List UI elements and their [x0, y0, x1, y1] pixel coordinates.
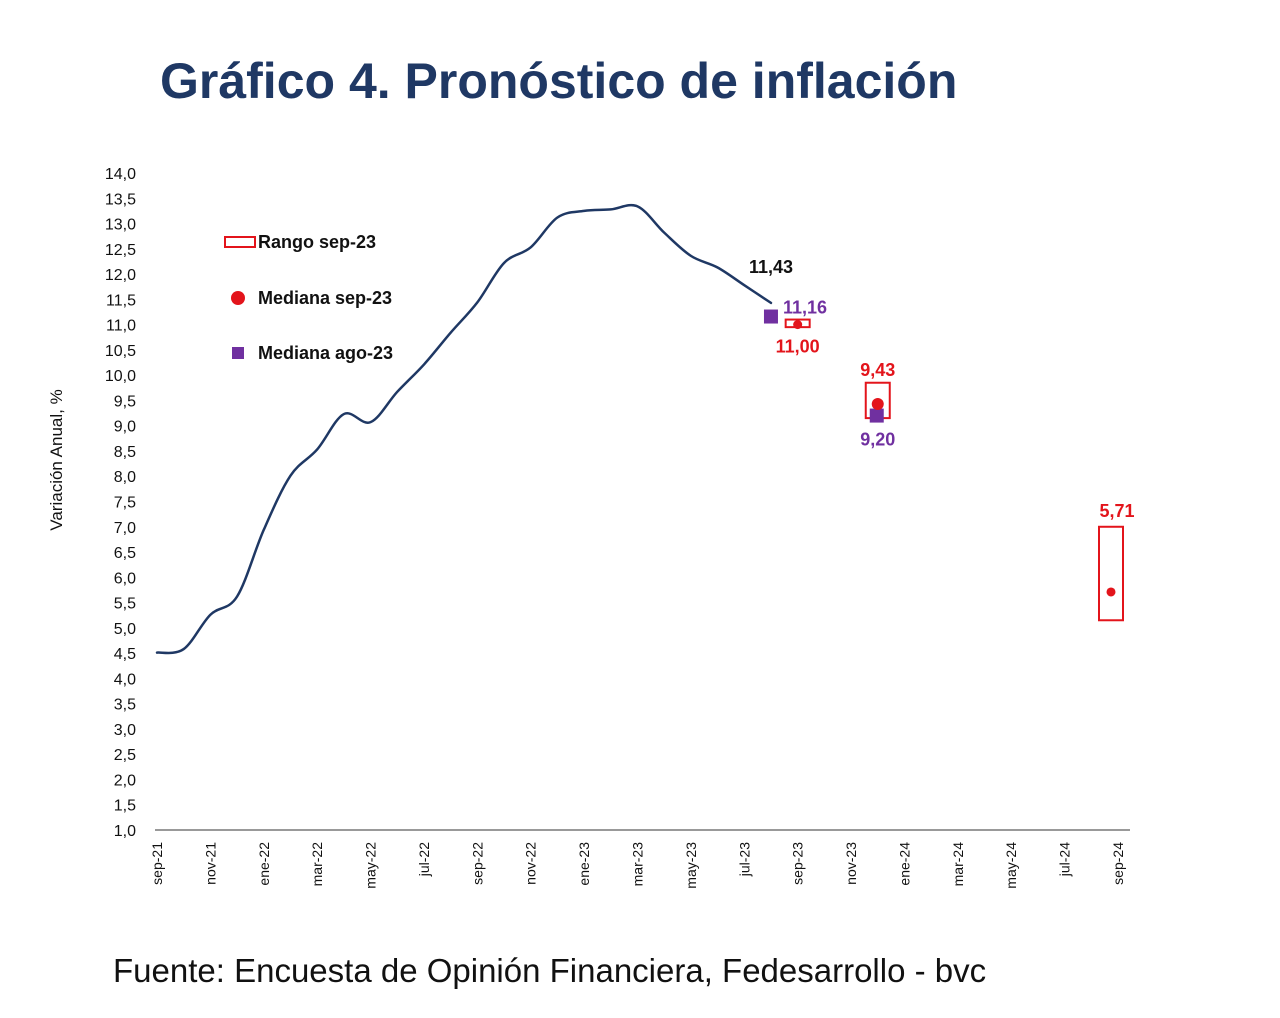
chart-title: Gráfico 4. Pronóstico de inflación — [160, 53, 958, 109]
y-tick-label: 5,5 — [114, 596, 136, 613]
x-tick-label: sep-22 — [469, 842, 485, 885]
x-tick-label: jul-24 — [1057, 842, 1073, 877]
data-label: 5,71 — [1099, 501, 1134, 521]
median-marker-ago23 — [869, 408, 884, 423]
legend-label: Mediana sep-23 — [258, 288, 392, 308]
x-tick-label: may-22 — [363, 842, 379, 889]
y-tick-label: 2,5 — [114, 747, 136, 764]
y-tick-label: 12,5 — [105, 242, 136, 259]
y-tick-label: 9,5 — [114, 393, 136, 410]
data-label: 11,00 — [776, 337, 820, 357]
x-tick-label: ene-23 — [576, 842, 592, 886]
y-tick-label: 7,5 — [114, 495, 136, 512]
x-tick-label: jul-23 — [736, 842, 752, 877]
x-axis-ticks: sep-21 nov-21 ene-22 mar-22 may-22 jul-22 sep-… — [149, 842, 1126, 889]
legend-marker-range — [224, 236, 256, 248]
y-tick-label: 1,5 — [114, 798, 136, 815]
y-tick-label: 6,5 — [114, 545, 136, 562]
data-label: 9,43 — [860, 360, 895, 380]
forecast-marks — [763, 309, 1124, 622]
x-tick-label: sep-24 — [1110, 842, 1126, 885]
data-label: 11,43 — [749, 257, 793, 277]
y-tick-label: 4,0 — [114, 671, 136, 688]
y-tick-label: 13,0 — [105, 217, 136, 234]
y-tick-label: 7,0 — [114, 520, 136, 537]
y-tick-label: 9,0 — [114, 419, 136, 436]
x-tick-label: jul-22 — [416, 842, 432, 877]
x-tick-label: nov-22 — [523, 842, 539, 885]
x-tick-label: mar-23 — [630, 842, 646, 887]
data-label: 9,20 — [860, 430, 895, 450]
y-tick-label: 8,5 — [114, 444, 136, 461]
x-tick-label: mar-22 — [309, 842, 325, 887]
median-marker-sep23 — [793, 320, 803, 330]
y-axis-label: Variación Anual, % — [47, 389, 66, 530]
legend-label: Mediana ago-23 — [258, 343, 393, 363]
data-labels: 11,43 11,16 11,00 9,43 9,20 5,71 — [749, 257, 1135, 521]
chart-source: Fuente: Encuesta de Opinión Financiera, … — [113, 952, 987, 989]
x-tick-label: ene-22 — [256, 842, 272, 886]
y-tick-label: 4,5 — [114, 646, 136, 663]
x-tick-label: sep-23 — [790, 842, 806, 885]
y-tick-label: 1,0 — [114, 823, 136, 840]
median-marker-sep23 — [1106, 587, 1116, 597]
y-tick-label: 10,5 — [105, 343, 136, 360]
y-tick-label: 2,0 — [114, 772, 136, 789]
y-axis-ticks: 1,0 1,5 2,0 2,5 3,0 3,5 4,0 4,5 5,0 5,5 6,0 6,5 7,0 7… — [105, 166, 136, 840]
legend: Rango sep-23 Mediana sep-23 Mediana ago-23 — [224, 232, 393, 363]
x-tick-label: nov-21 — [202, 842, 218, 885]
y-tick-label: 8,0 — [114, 469, 136, 486]
y-tick-label: 3,0 — [114, 722, 136, 739]
x-tick-label: nov-23 — [843, 842, 859, 885]
series-line-observed — [155, 203, 773, 655]
legend-label: Rango sep-23 — [258, 232, 376, 252]
y-tick-label: 13,5 — [105, 191, 136, 208]
y-tick-label: 6,0 — [114, 570, 136, 587]
y-tick-label: 10,0 — [105, 368, 136, 385]
x-tick-label: ene-24 — [896, 842, 912, 886]
y-tick-label: 14,0 — [105, 166, 136, 183]
legend-marker-median-ago23 — [232, 347, 244, 359]
y-tick-label: 11,5 — [106, 292, 136, 309]
median-marker-ago23 — [763, 309, 778, 324]
x-tick-label: sep-21 — [149, 842, 165, 885]
data-label: 11,16 — [783, 298, 827, 318]
y-tick-label: 5,0 — [114, 621, 136, 638]
x-tick-label: may-24 — [1003, 842, 1019, 889]
y-tick-label: 11,0 — [106, 318, 136, 335]
y-tick-label: 3,5 — [114, 697, 136, 714]
median-marker-sep23 — [871, 397, 884, 410]
range-box-sep23 — [1098, 525, 1124, 622]
y-tick-label: 12,0 — [105, 267, 136, 284]
x-tick-label: mar-24 — [950, 842, 966, 887]
legend-marker-median-sep23 — [231, 291, 245, 305]
x-tick-label: may-23 — [683, 842, 699, 889]
